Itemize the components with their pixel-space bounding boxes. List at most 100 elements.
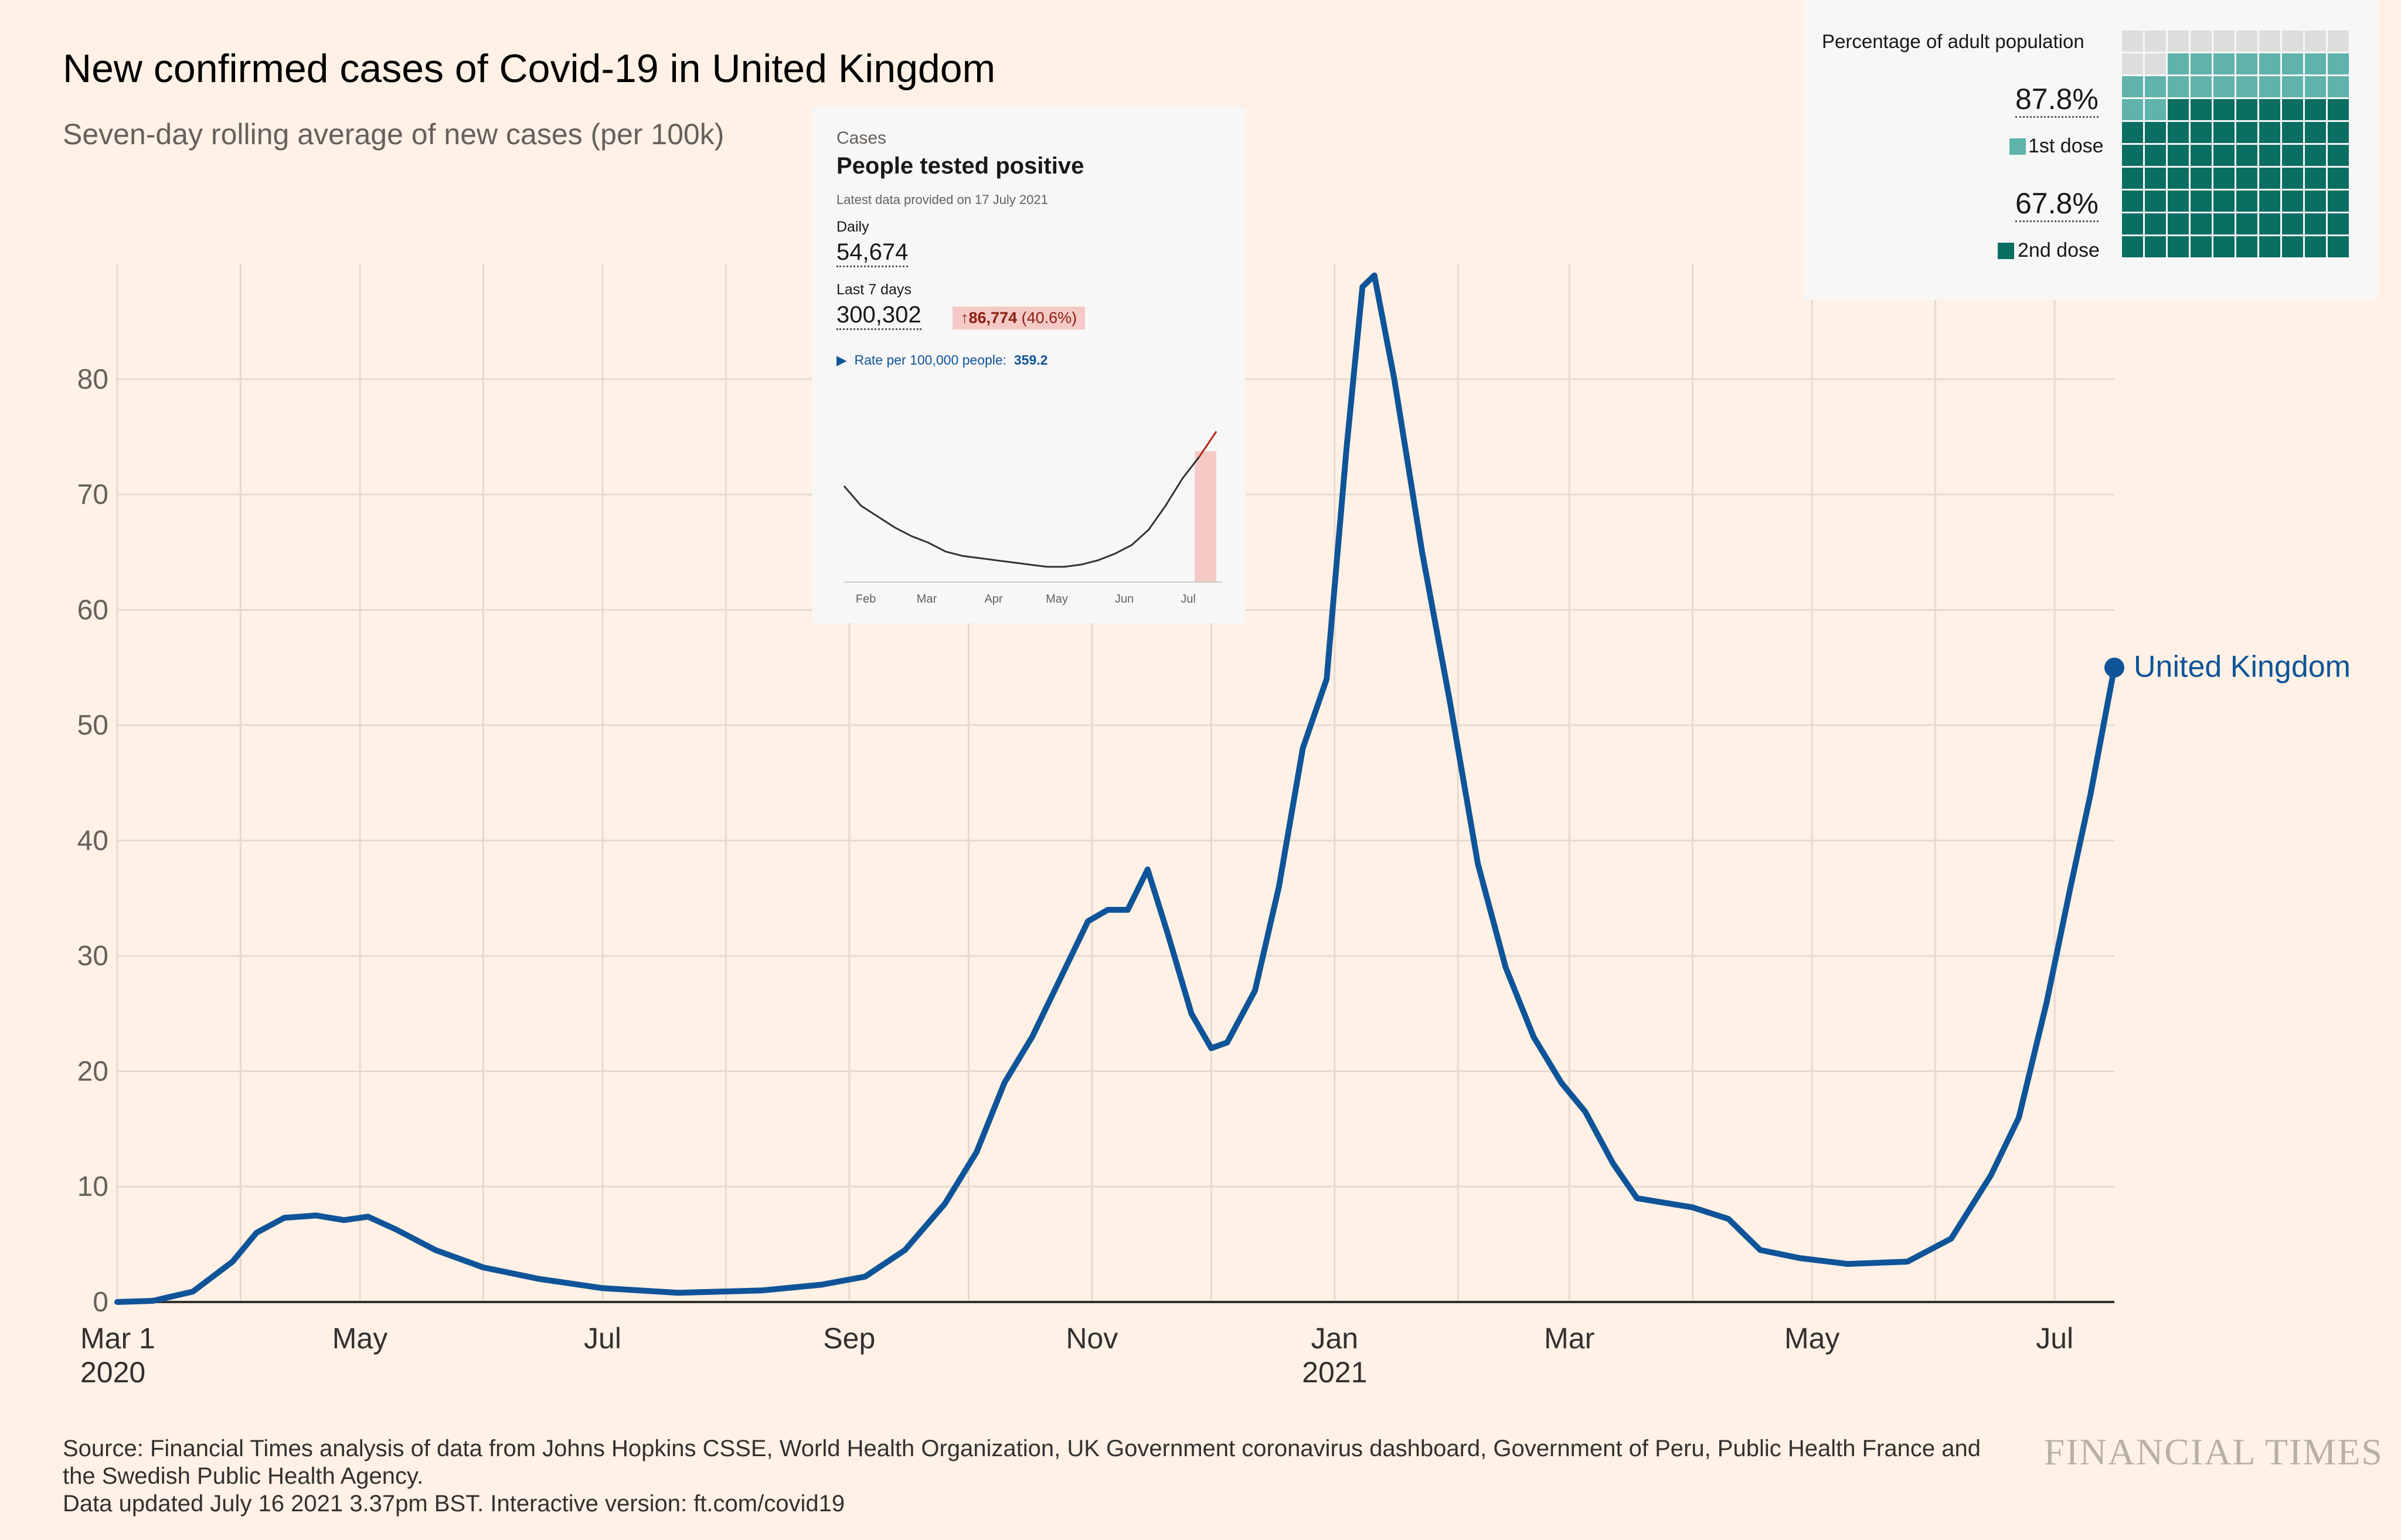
last7-label: Last 7 days (836, 281, 912, 298)
source-line-2: the Swedish Public Health Agency. (63, 1463, 424, 1489)
last7-value: 300,302 (836, 302, 921, 330)
change-percent: (40.6%) (1021, 309, 1077, 327)
waffle-cell-second-dose (2122, 236, 2143, 257)
waffle-cell-first-dose (2122, 99, 2143, 120)
waffle-cell-first-dose (2213, 76, 2235, 97)
waffle-cell-second-dose (2282, 213, 2303, 234)
waffle-cell-empty (2213, 30, 2235, 52)
waffle-cell-second-dose (2145, 213, 2166, 234)
x-tick-year-label: 2021 (1302, 1356, 1367, 1389)
waffle-cell-second-dose (2305, 213, 2326, 234)
recent-week-band (1195, 451, 1216, 582)
daily-label: Daily (836, 219, 869, 235)
daily-value: 54,674 (836, 239, 909, 267)
chart-title: New confirmed cases of Covid-19 in Unite… (63, 46, 996, 91)
second-dose-percent: 67.8% (2015, 186, 2099, 222)
x-tick-label: Nov (1066, 1322, 1118, 1355)
waffle-cell-second-dose (2305, 145, 2326, 166)
waffle-cell-second-dose (2282, 236, 2303, 257)
x-tick-label: Mar (1544, 1322, 1594, 1355)
waffle-cell-second-dose (2259, 99, 2280, 120)
first-dose-swatch (2009, 138, 2026, 155)
waffle-cell-second-dose (2328, 213, 2349, 234)
waffle-cell-second-dose (2305, 191, 2326, 212)
card-x-label: Apr (984, 593, 1002, 606)
change-value: 86,774 (968, 309, 1018, 327)
waffle-cell-empty (2145, 30, 2166, 52)
waffle-cell-empty (2236, 30, 2257, 52)
series-end-point (2104, 657, 2124, 678)
waffle-cell-first-dose (2168, 76, 2189, 97)
data-updated-line: Data updated July 16 2021 3.37pm BST. In… (63, 1491, 845, 1517)
waffle-cell-second-dose (2213, 145, 2235, 166)
waffle-cell-second-dose (2213, 168, 2235, 189)
waffle-cell-second-dose (2191, 191, 2212, 212)
card-x-label: Jul (1181, 593, 1196, 606)
waffle-cell-first-dose (2305, 53, 2326, 74)
waffle-cell-first-dose (2236, 53, 2257, 74)
waffle-cell-empty (2145, 53, 2166, 74)
y-tick-label: 50 (77, 710, 108, 741)
waffle-cell-empty (2305, 30, 2326, 52)
source-footer: Source: Financial Times analysis of data… (63, 1435, 1997, 1518)
second-dose-swatch (1998, 243, 2014, 259)
waffle-cell-second-dose (2213, 122, 2235, 143)
waffle-cell-second-dose (2191, 236, 2212, 257)
y-tick-label: 20 (77, 1056, 108, 1087)
waffle-cell-second-dose (2145, 145, 2166, 166)
waffle-cell-second-dose (2328, 168, 2349, 189)
waffle-cell-second-dose (2168, 213, 2189, 234)
waffle-cell-second-dose (2213, 236, 2235, 257)
waffle-cell-second-dose (2282, 191, 2303, 212)
waffle-cell-second-dose (2122, 168, 2143, 189)
waffle-cell-second-dose (2259, 168, 2280, 189)
rate-label: Rate per 100,000 people: (854, 352, 1007, 368)
waffle-cell-second-dose (2191, 213, 2212, 234)
waffle-cell-second-dose (2328, 122, 2349, 143)
rate-toggle[interactable]: ▶ Rate per 100,000 people: 359.2 (836, 352, 1048, 368)
waffle-cell-second-dose (2213, 191, 2235, 212)
waffle-cell-second-dose (2236, 236, 2257, 257)
x-tick-label: May (332, 1322, 387, 1355)
chart-subtitle: Seven-day rolling average of new cases (… (63, 118, 725, 151)
y-tick-label: 40 (77, 825, 108, 856)
waffle-cell-empty (2282, 30, 2303, 52)
y-tick-label: 70 (77, 480, 108, 511)
card-note: Latest data provided on 17 July 2021 (836, 192, 1048, 207)
waffle-cell-second-dose (2168, 145, 2189, 166)
waffle-cell-first-dose (2328, 53, 2349, 74)
waffle-cell-second-dose (2305, 99, 2326, 120)
waffle-cell-second-dose (2168, 191, 2189, 212)
y-tick-label: 0 (93, 1287, 108, 1318)
waffle-cell-first-dose (2191, 53, 2212, 74)
waffle-cell-second-dose (2122, 213, 2143, 234)
change-badge: ↑86,774 (40.6%) (953, 307, 1086, 329)
x-tick-label: Mar 1 (80, 1322, 155, 1355)
waffle-cell-first-dose (2191, 76, 2212, 97)
card-x-label: May (1046, 593, 1068, 606)
waffle-cell-empty (2122, 53, 2143, 74)
card-sparkline: Feb Mar Apr May Jun Jul (843, 431, 1222, 606)
x-tick-label: Sep (823, 1322, 875, 1355)
card-line (843, 455, 1200, 568)
waffle-cell-second-dose (2282, 168, 2303, 189)
waffle-cell-second-dose (2305, 236, 2326, 257)
vaccination-heading: Percentage of adult population (1822, 30, 2084, 52)
waffle-cell-second-dose (2328, 145, 2349, 166)
first-dose-label: 1st dose (2028, 135, 2104, 157)
waffle-cell-second-dose (2259, 145, 2280, 166)
series-end-label: United Kingdom (2134, 650, 2351, 684)
waffle-cell-second-dose (2236, 145, 2257, 166)
waffle-cell-second-dose (2168, 122, 2189, 143)
waffle-cell-second-dose (2236, 99, 2257, 120)
x-tick-label: May (1784, 1322, 1839, 1355)
x-tick-label: Jan (1311, 1322, 1358, 1355)
waffle-cell-first-dose (2168, 53, 2189, 74)
card-label: Cases (836, 128, 887, 148)
waffle-cell-second-dose (2191, 99, 2212, 120)
x-tick-label: Jul (584, 1322, 621, 1355)
waffle-cell-empty (2259, 30, 2280, 52)
waffle-cell-second-dose (2168, 99, 2189, 120)
rate-value: 359.2 (1014, 352, 1048, 368)
first-dose-percent: 87.8% (2015, 82, 2099, 118)
